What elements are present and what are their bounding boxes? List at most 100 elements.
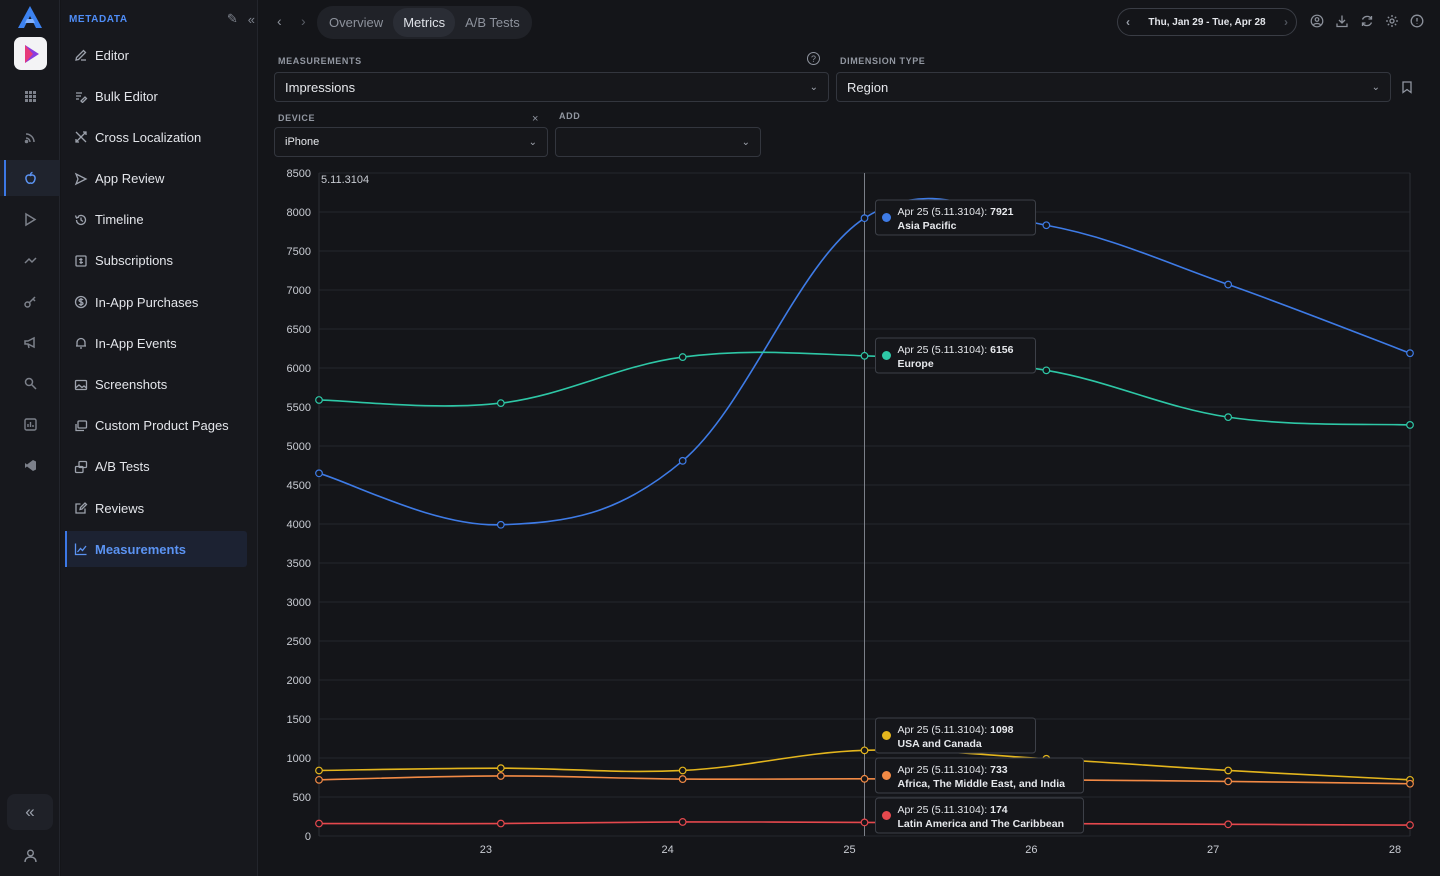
key-icon[interactable] — [0, 283, 60, 319]
tooltip-date-label: Apr 25 (5.11.3104): 1098 — [898, 724, 1014, 736]
review-icon — [73, 501, 88, 516]
help-icon[interactable]: ? — [807, 52, 820, 65]
back-arrow-icon[interactable]: ‹ — [277, 13, 282, 29]
x-tick-label: 24 — [662, 844, 674, 856]
sidebar-item-label: Reviews — [95, 500, 145, 516]
y-tick-label: 8000 — [287, 207, 311, 219]
refresh-icon[interactable] — [1359, 13, 1375, 29]
measurements-select[interactable]: Impressions ⌄ — [274, 72, 829, 102]
device-select[interactable]: iPhone ⌄ — [274, 127, 548, 157]
sidebar-nav: Editor Bulk Editor Cross Localization Ap… — [65, 37, 247, 572]
feed-icon[interactable] — [0, 119, 60, 155]
bookmark-icon[interactable] — [1400, 80, 1414, 99]
tooltip-date-label: Apr 25 (5.11.3104): 7921 — [898, 206, 1014, 218]
data-point — [315, 775, 323, 784]
grid-icon[interactable] — [0, 78, 60, 114]
data-point — [1406, 349, 1414, 358]
x-tick-label: 27 — [1207, 844, 1219, 856]
sidebar-item-app-review[interactable]: App Review — [65, 161, 247, 197]
y-tick-label: 6500 — [287, 324, 311, 336]
sidebar-item-editor[interactable]: Editor — [65, 37, 247, 73]
data-point — [1406, 421, 1414, 429]
x-tick-label: 23 — [480, 844, 492, 856]
sidebar-item-screenshots[interactable]: Screenshots — [65, 367, 247, 403]
y-tick-label: 7000 — [287, 285, 311, 297]
clear-device-icon[interactable]: × — [532, 113, 539, 125]
version-marker-label: 5.11.3104 — [321, 174, 369, 186]
tooltip-box — [875, 797, 1084, 834]
app-icon[interactable] — [14, 37, 47, 70]
trend-icon[interactable] — [0, 242, 60, 278]
sidebar-item-label: Screenshots — [95, 377, 168, 392]
data-point — [1042, 366, 1051, 375]
sidebar-item-label: In-App Purchases — [95, 294, 199, 310]
sidebar-item-subscriptions[interactable]: Subscriptions — [65, 243, 247, 279]
sidebar-item-label: Timeline — [95, 212, 144, 228]
y-tick-label: 2500 — [287, 636, 311, 648]
account-circle-icon[interactable] — [1309, 13, 1325, 29]
data-point — [1224, 820, 1233, 829]
sidebar-item-measurements[interactable]: Measurements — [65, 531, 247, 568]
measurements-label: MEASUREMENTS — [278, 56, 362, 66]
metrics-chart: 0 500 1000 1500 2000 2500 3000 3500 4000 4500 5000… — [259, 160, 1440, 876]
tooltip-series-name: USA and Canada — [898, 738, 982, 750]
play-app-icon — [24, 44, 39, 63]
tab-ab-tests[interactable]: A/B Tests — [465, 15, 520, 30]
megaphone-icon[interactable] — [0, 324, 60, 360]
data-point — [860, 351, 869, 360]
sidebar-item-in-app-events[interactable]: In-App Events — [65, 325, 247, 361]
apple-icon[interactable] — [0, 160, 60, 196]
sidebar-item-label: Editor — [95, 47, 129, 63]
sidebar-item-in-app-purchases[interactable]: In-App Purchases — [65, 284, 247, 320]
sidebar-item-reviews[interactable]: Reviews — [65, 490, 247, 526]
toolbar-actions — [1309, 13, 1425, 29]
measurements-value: Impressions — [285, 79, 356, 95]
sidebar-header: METADATA ✎ « — [69, 10, 255, 28]
ab-test-icon — [73, 459, 88, 474]
tooltip-value: 6156 — [990, 344, 1014, 356]
sidebar-item-custom-product-pages[interactable]: Custom Product Pages — [65, 408, 247, 444]
sidebar-item-cross-localization[interactable]: Cross Localization — [65, 119, 247, 155]
dimension-type-select[interactable]: Region ⌄ — [836, 72, 1391, 102]
tooltip-series-name: Africa, The Middle East, and India — [898, 778, 1066, 790]
data-point — [860, 774, 869, 783]
user-icon[interactable] — [0, 838, 60, 872]
sidebar-item-bulk-editor[interactable]: Bulk Editor — [65, 78, 247, 114]
edit-pencil-icon[interactable]: ✎ — [226, 11, 238, 26]
tooltip-value: 7921 — [990, 206, 1014, 218]
date-range-picker[interactable]: ‹ Thu, Jan 29 - Tue, Apr 28 › — [1117, 8, 1297, 36]
search-keywords-icon[interactable] — [0, 365, 60, 401]
dollar-circle-icon — [73, 295, 88, 310]
y-tick-label: 0 — [305, 831, 311, 843]
sidebar-item-timeline[interactable]: Timeline — [65, 202, 247, 238]
collapse-sidebar-icon[interactable]: « — [247, 11, 255, 27]
forward-arrow-icon[interactable]: › — [301, 13, 306, 29]
icon-rail: « — [0, 0, 60, 876]
download-icon[interactable] — [1334, 13, 1350, 29]
tooltip-value: 733 — [990, 764, 1008, 776]
line-chart-svg[interactable]: 0 500 1000 1500 2000 2500 3000 3500 4000 4500 5000… — [259, 160, 1440, 876]
play-store-icon[interactable] — [0, 201, 60, 237]
date-prev-icon[interactable]: ‹ — [1126, 15, 1130, 29]
y-tick-label: 500 — [293, 792, 311, 804]
add-dimension-select[interactable]: ⌄ — [555, 127, 761, 157]
top-bar: ‹ › Overview Metrics A/B Tests ‹ Thu, Ja… — [259, 0, 1440, 44]
info-icon[interactable] — [1409, 13, 1425, 29]
collapse-rail-button[interactable]: « — [7, 794, 53, 830]
data-point — [1224, 766, 1233, 775]
settings-gear-icon[interactable] — [1384, 13, 1400, 29]
tooltip-color-dot — [882, 811, 891, 820]
tooltip-value: 174 — [990, 804, 1008, 816]
sidebar-item-ab-tests[interactable]: A/B Tests — [65, 449, 247, 485]
brand-logo-icon[interactable] — [17, 5, 43, 29]
y-tick-label: 7500 — [287, 246, 311, 258]
y-tick-label: 5000 — [287, 441, 311, 453]
tab-overview[interactable]: Overview — [329, 15, 384, 30]
tooltip-box — [875, 717, 1036, 754]
vs-code-icon[interactable] — [0, 447, 60, 483]
tooltip-date-label: Apr 25 (5.11.3104): 6156 — [898, 344, 1014, 356]
tab-metrics[interactable]: Metrics — [393, 8, 456, 37]
report-icon[interactable] — [0, 406, 60, 442]
cross-localization-icon — [73, 130, 88, 145]
date-next-icon[interactable]: › — [1284, 15, 1288, 29]
